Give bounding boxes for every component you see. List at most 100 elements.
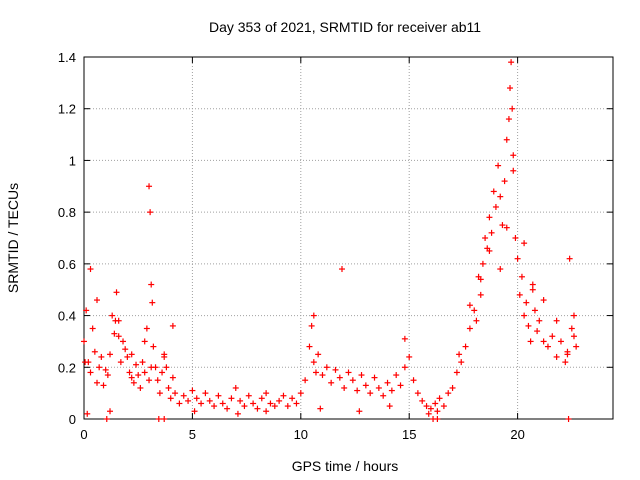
data-point — [508, 59, 515, 66]
data-point — [492, 203, 499, 210]
data-point — [434, 416, 441, 422]
data-point — [96, 364, 103, 371]
data-point — [516, 291, 523, 298]
data-point — [147, 209, 154, 216]
data-point — [477, 291, 484, 298]
data-point — [234, 410, 241, 417]
data-point — [510, 152, 517, 159]
data-point — [141, 338, 148, 345]
data-point — [111, 330, 118, 337]
data-point — [297, 390, 304, 397]
data-point — [529, 286, 536, 293]
y-tick-label: 0.6 — [58, 257, 76, 272]
data-point — [553, 353, 560, 360]
y-axis-label: SRMTID / TECUs — [5, 183, 21, 293]
data-point — [215, 392, 222, 399]
data-point — [130, 379, 137, 386]
y-tick-label: 1.4 — [58, 50, 76, 65]
data-point — [306, 343, 313, 350]
data-point — [410, 377, 417, 384]
data-point — [514, 255, 521, 262]
data-point — [549, 333, 556, 340]
data-point — [117, 359, 124, 366]
data-point — [495, 162, 502, 169]
data-point — [371, 374, 378, 381]
data-point — [486, 214, 493, 221]
data-point — [540, 338, 547, 345]
data-point — [557, 338, 564, 345]
data-point — [449, 384, 456, 391]
data-point — [289, 395, 296, 402]
x-tick-label: 0 — [80, 427, 87, 442]
data-point — [112, 317, 119, 324]
data-point — [456, 351, 463, 358]
data-point — [477, 276, 484, 283]
chart-title: Day 353 of 2021, SRMTID for receiver ab1… — [209, 19, 481, 35]
data-point — [503, 224, 510, 231]
data-point — [191, 408, 198, 415]
data-point — [155, 416, 162, 422]
data-point — [425, 410, 432, 417]
data-point — [202, 390, 209, 397]
data-point — [453, 369, 460, 376]
data-point — [527, 338, 534, 345]
data-point — [241, 403, 248, 410]
data-point — [143, 325, 150, 332]
data-point — [434, 408, 441, 415]
data-point — [193, 395, 200, 402]
y-tick-label: 0.8 — [58, 205, 76, 220]
data-point — [128, 351, 135, 358]
x-axis-label: GPS time / hours — [292, 458, 399, 474]
x-tick-label: 10 — [294, 427, 308, 442]
data-point — [165, 384, 172, 391]
data-point — [486, 247, 493, 254]
data-point — [523, 299, 530, 306]
data-point — [414, 390, 421, 397]
data-point — [237, 397, 244, 404]
data-point — [271, 403, 278, 410]
data-point — [358, 372, 365, 379]
data-point — [141, 369, 148, 376]
data-point — [245, 392, 252, 399]
data-point — [406, 353, 413, 360]
data-point — [345, 369, 352, 376]
data-point — [263, 408, 270, 415]
data-point — [328, 379, 335, 386]
data-point — [338, 266, 345, 273]
data-point — [133, 361, 140, 368]
plot-frame — [83, 56, 614, 420]
data-point — [159, 369, 166, 376]
data-point — [509, 105, 516, 112]
data-point — [148, 364, 155, 371]
data-point — [139, 359, 146, 366]
data-point — [89, 325, 96, 332]
data-point — [393, 372, 400, 379]
data-point — [471, 307, 478, 314]
data-point — [149, 299, 156, 306]
data-point — [276, 397, 283, 404]
y-tick-label: 1.2 — [58, 102, 76, 117]
data-point — [521, 240, 528, 247]
data-point — [386, 403, 393, 410]
data-point — [565, 416, 572, 422]
x-tick-label: 15 — [402, 427, 416, 442]
data-point — [120, 338, 127, 345]
data-point — [100, 382, 107, 389]
data-point — [169, 322, 176, 329]
data-point — [83, 307, 90, 314]
data-point — [161, 353, 168, 360]
data-point — [423, 403, 430, 410]
data-point — [315, 351, 322, 358]
data-point — [122, 346, 129, 353]
data-point — [566, 255, 573, 262]
data-point — [388, 387, 395, 394]
data-point — [497, 193, 504, 200]
data-point — [540, 297, 547, 304]
data-points — [81, 59, 580, 422]
data-point — [232, 384, 239, 391]
data-point — [497, 266, 504, 273]
data-point — [284, 403, 291, 410]
data-point — [531, 307, 538, 314]
data-point — [518, 273, 525, 280]
